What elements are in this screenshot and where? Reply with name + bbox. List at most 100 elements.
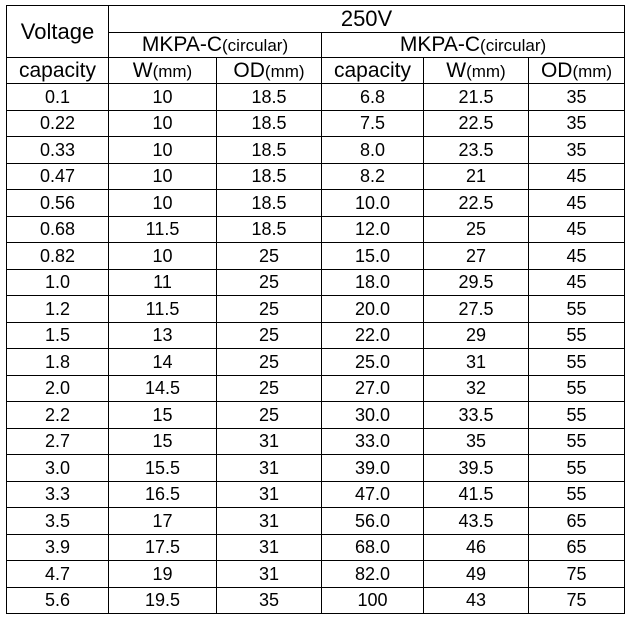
table-cell: 45: [527, 268, 626, 296]
table-cell: 56.0: [321, 507, 424, 535]
table-cell: 47.0: [321, 480, 424, 508]
table-cell: 22.5: [423, 109, 529, 137]
table-cell: 14: [108, 348, 217, 376]
table-cell: 31: [216, 507, 322, 535]
table-cell: 55: [527, 348, 626, 376]
voltage-corner-header: Voltage: [6, 5, 109, 58]
table-row: 4.7 19 31 82.0 49 75: [6, 560, 626, 588]
table-cell: 17.5: [108, 533, 217, 561]
table-cell: 17: [108, 507, 217, 535]
column-header-unit: (mm): [572, 61, 613, 81]
table-cell: 18.5: [216, 109, 322, 137]
table-cell: 45: [527, 215, 626, 243]
series-left-header: MKPA-C(circular): [108, 32, 322, 58]
table-cell: 0.22: [6, 109, 109, 137]
table-cell: 22.0: [321, 321, 424, 349]
table-cell: 25: [216, 321, 322, 349]
table-cell: 7.5: [321, 109, 424, 137]
table-cell: 2.0: [6, 374, 109, 402]
column-header: capacity: [6, 57, 109, 84]
column-header-main: OD: [540, 58, 573, 82]
table-cell: 20.0: [321, 295, 424, 323]
table-cell: 0.47: [6, 162, 109, 190]
table-cell: 25: [423, 215, 529, 243]
table-cell: 65: [527, 507, 626, 535]
table-row: 3.5 17 31 56.0 43.5 65: [6, 507, 626, 535]
table-cell: 55: [527, 295, 626, 323]
table-row: 1.8 14 25 25.0 31 55: [6, 348, 626, 376]
table-cell: 10: [108, 109, 217, 137]
table-cell: 14.5: [108, 374, 217, 402]
table-cell: 25: [216, 295, 322, 323]
table-cell: 43.5: [423, 507, 529, 535]
table-row: 0.1 10 18.5 6.8 21.5 35: [6, 83, 626, 111]
table-cell: 31: [216, 480, 322, 508]
table-cell: 55: [527, 401, 626, 429]
table-row: 0.82 10 25 15.0 27 45: [6, 242, 626, 270]
table-cell: 5.6: [6, 586, 109, 614]
column-header: W(mm): [108, 57, 217, 84]
table-cell: 0.56: [6, 189, 109, 217]
table-cell: 35: [527, 83, 626, 111]
table-cell: 30.0: [321, 401, 424, 429]
series-right-name: MKPA-C: [399, 33, 481, 57]
table-cell: 65: [527, 533, 626, 561]
table-cell: 11: [108, 268, 217, 296]
table-cell: 18.5: [216, 136, 322, 164]
table-cell: 43: [423, 586, 529, 614]
table-cell: 75: [527, 560, 626, 588]
column-header-row: capacity W(mm) OD(mm) capacity W(mm) OD(…: [6, 57, 626, 84]
table-cell: 10: [108, 162, 217, 190]
voltage-rating-header: 250V: [107, 5, 626, 33]
table-cell: 4.7: [6, 560, 109, 588]
table-cell: 8.0: [321, 136, 424, 164]
table-row: 3.3 16.5 31 47.0 41.5 55: [6, 480, 626, 508]
table-cell: 10: [108, 242, 217, 270]
table-cell: 32: [423, 374, 529, 402]
table-cell: 29.5: [423, 268, 529, 296]
table-cell: 31: [423, 348, 529, 376]
table-cell: 27.0: [321, 374, 424, 402]
table-row: 0.22 10 18.5 7.5 22.5 35: [6, 109, 626, 137]
table-row: 2.0 14.5 25 27.0 32 55: [6, 374, 626, 402]
table-cell: 18.5: [216, 215, 322, 243]
table-cell: 6.8: [321, 83, 424, 111]
table-cell: 25: [216, 401, 322, 429]
column-header-main: capacity: [18, 58, 97, 82]
table-cell: 21.5: [423, 83, 529, 111]
table-cell: 55: [527, 427, 626, 455]
table-cell: 10: [108, 136, 217, 164]
table-row: 3.9 17.5 31 68.0 46 65: [6, 533, 626, 561]
column-header-main: W: [132, 58, 153, 82]
column-header-unit: (mm): [466, 61, 506, 81]
table-cell: 3.5: [6, 507, 109, 535]
series-left-suffix: (circular): [222, 36, 289, 55]
table-cell: 18.5: [216, 189, 322, 217]
table-cell: 10: [108, 83, 217, 111]
table-cell: 68.0: [321, 533, 424, 561]
table-cell: 25: [216, 268, 322, 296]
table-cell: 15: [108, 427, 217, 455]
table-cell: 25: [216, 242, 322, 270]
column-header: W(mm): [423, 57, 529, 84]
table-cell: 45: [527, 162, 626, 190]
table-cell: 10.0: [321, 189, 424, 217]
table-cell: 18.0: [321, 268, 424, 296]
column-header-main: W: [446, 58, 467, 82]
table-cell: 55: [527, 321, 626, 349]
table-cell: 41.5: [423, 480, 529, 508]
table-cell: 11.5: [108, 295, 217, 323]
table-cell: 35: [216, 586, 322, 614]
table-row: 0.33 10 18.5 8.0 23.5 35: [6, 136, 626, 164]
table-row: 2.7 15 31 33.0 35 55: [6, 427, 626, 455]
table-cell: 19: [108, 560, 217, 588]
table-cell: 1.5: [6, 321, 109, 349]
table-row: 5.6 19.5 35 100 43 75: [6, 586, 626, 614]
table-cell: 31: [216, 454, 322, 482]
column-header: OD(mm): [216, 57, 322, 84]
table-cell: 27.5: [423, 295, 529, 323]
table-cell: 8.2: [321, 162, 424, 190]
table-cell: 46: [423, 533, 529, 561]
voltage-corner-label: Voltage: [20, 18, 95, 44]
table-cell: 22.5: [423, 189, 529, 217]
